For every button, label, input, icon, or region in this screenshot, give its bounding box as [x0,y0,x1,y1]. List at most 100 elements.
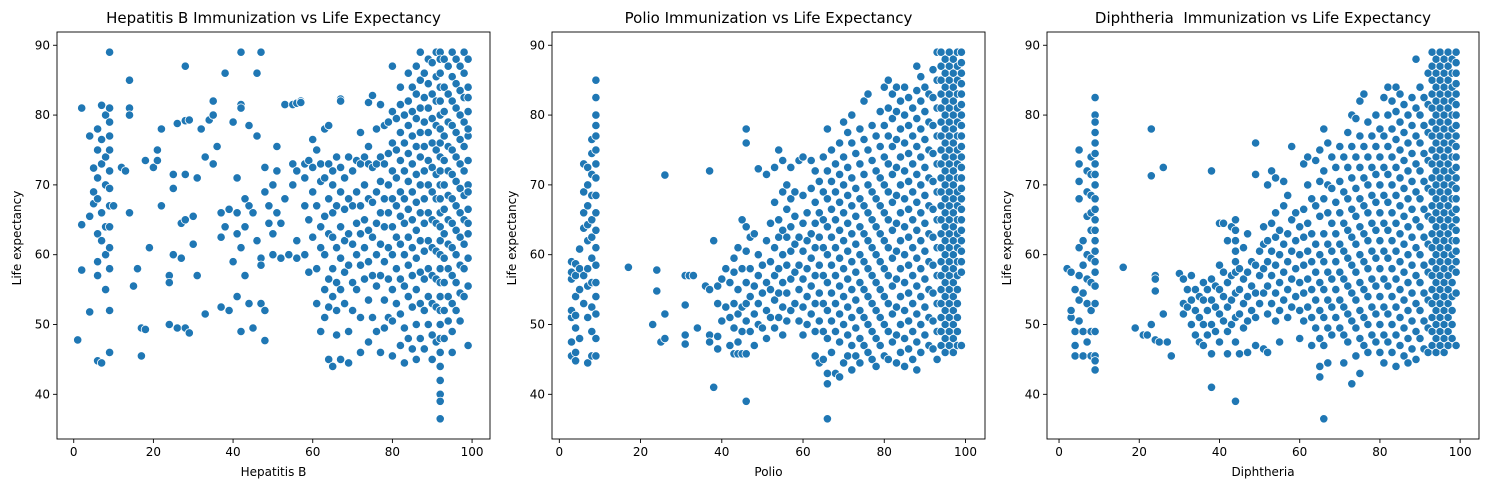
data-point [1078,351,1088,361]
data-point [1355,162,1365,172]
data-point [419,344,429,354]
data-point [680,339,690,349]
data-point [447,270,457,281]
data-point [1090,169,1100,179]
data-point [1419,204,1429,214]
data-point [587,232,597,242]
data-point [435,124,445,134]
data-point [399,323,409,333]
data-point [1415,333,1425,344]
data-point [312,145,322,155]
data-point [574,333,585,344]
data-point [184,328,194,338]
data-point [1383,169,1393,179]
plot-frame [551,31,986,440]
data-point [838,208,849,218]
data-point [324,274,334,284]
data-point [928,176,938,186]
data-point [903,148,914,159]
data-point [899,166,910,176]
data-point [399,166,409,176]
data-point [867,354,877,364]
data-point [834,309,845,319]
data-point [172,323,182,333]
data-point [956,162,967,172]
data-point [1074,145,1084,155]
data-point [351,250,362,260]
data-point [1218,316,1229,326]
data-point [1267,218,1277,228]
data-point [140,324,150,334]
data-point [818,270,828,281]
data-point [200,309,210,319]
data-point [778,250,788,260]
data-point [956,257,967,267]
data-point [463,124,473,134]
data-point [435,236,445,246]
data-points [566,47,967,424]
data-point [1255,246,1265,256]
data-point [1315,305,1325,316]
data-point [899,333,910,344]
data-point [1150,286,1160,296]
data-point [1230,215,1241,225]
data-point [1451,47,1461,57]
data-point [1451,152,1461,162]
data-point [140,155,150,166]
data-point [391,145,401,155]
data-point [952,298,963,309]
data-point [1411,159,1421,169]
data-point [1367,190,1377,200]
data-point [1351,239,1361,249]
data-point [136,351,146,361]
data-point [252,131,262,141]
data-point [1267,166,1277,176]
data-point [916,180,926,190]
data-point [1279,295,1289,305]
data-point [1146,171,1156,181]
data-point [339,267,350,277]
data-point [891,190,902,200]
data-point [1263,309,1273,319]
data-point [810,166,820,176]
data-point [97,159,107,169]
data-point [419,141,429,152]
data-point [320,173,330,183]
data-point [1347,260,1357,270]
data-point [331,201,342,211]
data-point [1351,183,1361,193]
data-point [1387,291,1397,302]
data-point [1399,183,1409,193]
data-point [1383,110,1393,120]
data-point [1391,218,1401,228]
data-point [89,163,99,173]
data-point [1271,232,1281,242]
data-point [339,298,350,309]
data-point [851,148,861,159]
data-point [407,82,417,92]
data-point [1399,127,1409,138]
data-point [1395,257,1405,267]
data-point [778,225,788,235]
data-point [1275,277,1285,288]
data-point [455,316,465,326]
y-tick-label: 90 [1025,38,1040,52]
data-point [240,270,250,281]
data-point [101,152,111,162]
data-point [1327,152,1337,162]
data-point [443,89,453,99]
data-point [1251,288,1261,298]
x-tick-label: 60 [795,445,810,459]
data-point [956,100,967,110]
data-point [1371,169,1381,179]
data-point [579,270,589,281]
data-point [806,309,816,319]
data-point [879,120,889,131]
data-point [379,194,389,204]
data-point [459,117,469,127]
data-point [899,110,910,120]
data-point [423,236,433,246]
data-point [375,176,386,186]
chart-title: Polio Immunization vs Life Expectancy [625,9,913,27]
data-point [782,180,792,190]
